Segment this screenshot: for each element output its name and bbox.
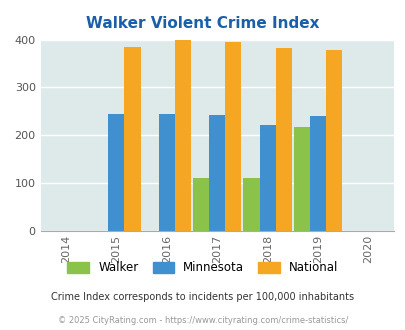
Bar (124, 47, 140, 231)
Bar (293, 127, 309, 231)
Bar (192, 178, 209, 231)
Bar (108, 114, 124, 231)
Bar (243, 178, 259, 231)
Bar (175, 40, 190, 231)
Legend: Walker, Minnesota, National: Walker, Minnesota, National (63, 257, 342, 279)
Text: © 2025 CityRating.com - https://www.cityrating.com/crime-statistics/: © 2025 CityRating.com - https://www.city… (58, 315, 347, 325)
Text: Walker Violent Crime Index: Walker Violent Crime Index (86, 16, 319, 31)
Bar (275, 48, 291, 231)
Text: Crime Index corresponds to incidents per 100,000 inhabitants: Crime Index corresponds to incidents per… (51, 292, 354, 302)
Bar (209, 115, 225, 231)
Bar (158, 114, 175, 231)
Bar (225, 43, 241, 231)
Bar (325, 50, 341, 231)
Bar (309, 116, 325, 231)
Bar (259, 125, 275, 231)
